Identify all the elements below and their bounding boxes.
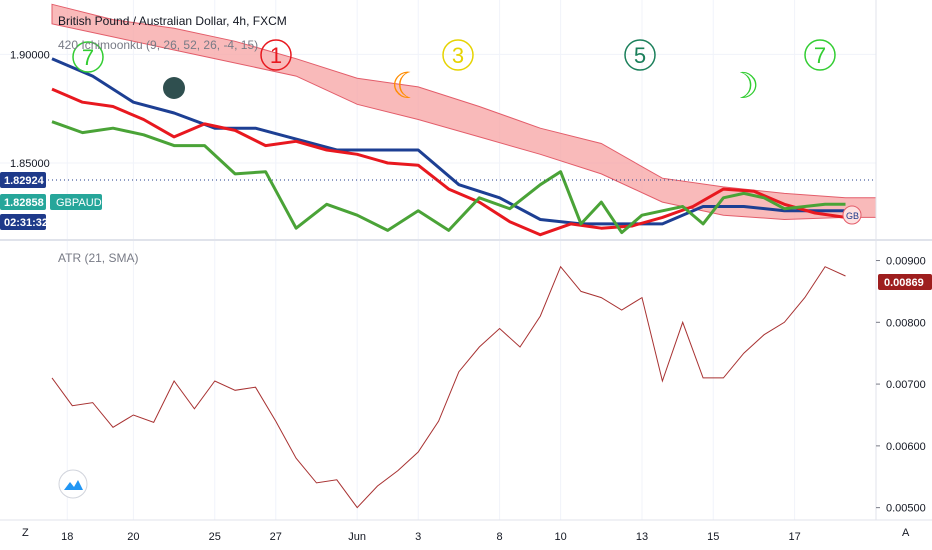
svg-text:GB: GB xyxy=(846,211,859,221)
timezone-button[interactable]: Z xyxy=(22,527,29,539)
indicator-price-value: 1.82858 xyxy=(4,197,44,209)
event-flag-icon[interactable]: GB xyxy=(842,205,862,225)
date-tick-label: 17 xyxy=(788,531,800,543)
countdown-value: 02:31:32 xyxy=(4,217,48,229)
wave-label-circle xyxy=(624,39,656,71)
wave-label: 1 xyxy=(270,43,282,68)
atr-tick-label: 0.00800 xyxy=(886,317,926,329)
time-axis: 18 20 25 27 Jun 3 8 10 13 15 17 xyxy=(61,531,801,543)
series-kijun-line xyxy=(51,57,846,226)
atr-value-badge xyxy=(878,274,932,290)
tradingview-logo-button[interactable] xyxy=(58,469,88,499)
wave-label-circle xyxy=(804,39,836,71)
symbol-title[interactable]: British Pound / Australian Dollar, 4h, F… xyxy=(58,14,287,28)
atr-tick-label: 0.00900 xyxy=(886,256,926,268)
series-chikou-line xyxy=(51,120,846,235)
price-tick-label: 1.85000 xyxy=(10,158,50,170)
last-price-badge xyxy=(0,172,46,188)
auto-scale-button[interactable]: A xyxy=(902,527,910,539)
atr-tick-label: 0.00600 xyxy=(886,441,926,453)
indicator-label[interactable]: 420 Ichimoonku (9, 26, 52, 26, -4, 15) xyxy=(58,38,258,52)
cloud-logo-icon xyxy=(64,480,83,490)
atr-tick-label: 0.00700 xyxy=(886,379,926,391)
wave-label: 7 xyxy=(814,43,826,68)
wave-label: 3 xyxy=(452,43,464,68)
indicator-price-badge xyxy=(0,194,46,210)
atr-tick-label: 0.00500 xyxy=(886,503,926,515)
atr-value: 0.00869 xyxy=(884,277,924,289)
atr-axis: 0.00900 0.00800 0.00700 0.00600 0.00500 xyxy=(876,256,926,515)
wave-labels: 7 1 3 5 7 xyxy=(72,39,836,73)
date-tick-label: 13 xyxy=(636,531,648,543)
price-series xyxy=(51,57,846,237)
moon-crescent-icon: ☽ xyxy=(727,66,759,107)
moon-dark-icon xyxy=(163,77,185,99)
wave-label-circle xyxy=(260,39,292,71)
date-tick-label: 20 xyxy=(127,531,139,543)
countdown-badge xyxy=(0,214,46,230)
price-tick-label: 1.90000 xyxy=(10,49,50,61)
date-tick-label: 8 xyxy=(497,531,503,543)
symbol-badge-label: GBPAUD xyxy=(56,197,102,209)
wave-label: 7 xyxy=(82,45,94,70)
wave-label-circle xyxy=(442,39,474,71)
atr-label[interactable]: ATR (21, SMA) xyxy=(58,251,138,265)
date-tick-label: 15 xyxy=(707,531,719,543)
date-tick-label: 25 xyxy=(209,531,221,543)
atr-series xyxy=(51,265,846,509)
last-price-value: 1.82924 xyxy=(4,175,45,187)
date-tick-label: 27 xyxy=(270,531,282,543)
date-tick-label: 3 xyxy=(415,531,421,543)
date-tick-label: Jun xyxy=(348,531,366,543)
symbol-badge xyxy=(50,194,102,210)
date-tick-label: 10 xyxy=(555,531,567,543)
moon-crescent-icon: ☾ xyxy=(391,66,423,107)
wave-label-circle xyxy=(72,41,104,73)
series-tenkan-line xyxy=(51,87,846,237)
wave-label: 5 xyxy=(634,43,646,68)
date-tick-label: 18 xyxy=(61,531,73,543)
series-atr-line xyxy=(51,265,846,509)
